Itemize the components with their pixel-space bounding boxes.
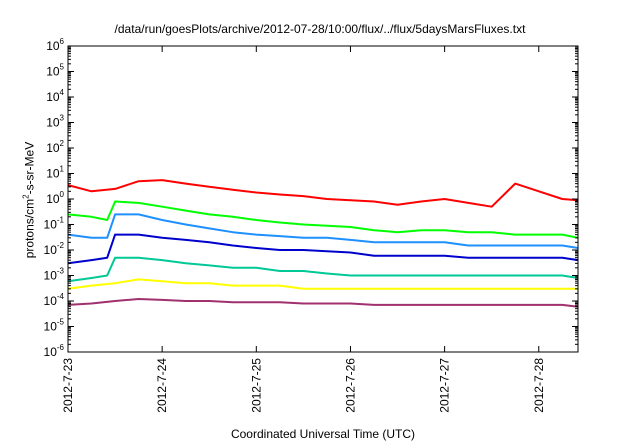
y-tick-label: 105	[46, 63, 64, 79]
x-tick-label: 2012-7-27	[438, 358, 452, 413]
y-tick-label: 10-2	[44, 241, 65, 257]
x-tick-label: 2012-7-23	[61, 358, 75, 413]
x-tick-label: 2012-7-28	[532, 358, 546, 413]
flux-series-4	[67, 233, 579, 265]
flux-series-6	[67, 278, 578, 290]
flux-series-5	[67, 256, 579, 283]
y-tick-label: 100	[46, 190, 64, 206]
y-tick-label: 104	[46, 88, 64, 104]
series-layer	[67, 179, 579, 308]
y-tick-label: 10-6	[44, 343, 65, 359]
y-tick-label: 101	[46, 165, 64, 181]
x-tick-label: 2012-7-24	[155, 358, 169, 413]
y-axis-label: protons/cm2-s-sr-MeV	[21, 141, 37, 259]
x-tick-label: 2012-7-26	[343, 358, 357, 413]
y-tick-label: 10-3	[44, 267, 65, 283]
x-axis: 2012-7-23 2012-7-24 2012-7-25 2012-7-26 2012…	[61, 46, 546, 413]
y-tick-label: 10-4	[44, 292, 65, 308]
y-tick-label: 102	[46, 139, 64, 155]
x-tick-label: 2012-7-25	[249, 358, 263, 413]
y-tick-label: 10-1	[44, 216, 65, 232]
flux-series-1	[67, 179, 579, 208]
chart-title: /data/run/goesPlots/archive/2012-07-28/1…	[114, 22, 526, 36]
flux-series-7	[67, 298, 579, 308]
y-tick-label: 10-5	[44, 318, 65, 334]
flux-series-2	[67, 200, 579, 239]
flux-series-3	[67, 213, 579, 249]
x-axis-label: Coordinated Universal Time (UTC)	[230, 427, 416, 441]
y-tick-label: 106	[46, 37, 64, 53]
y-tick-label: 103	[46, 114, 64, 130]
